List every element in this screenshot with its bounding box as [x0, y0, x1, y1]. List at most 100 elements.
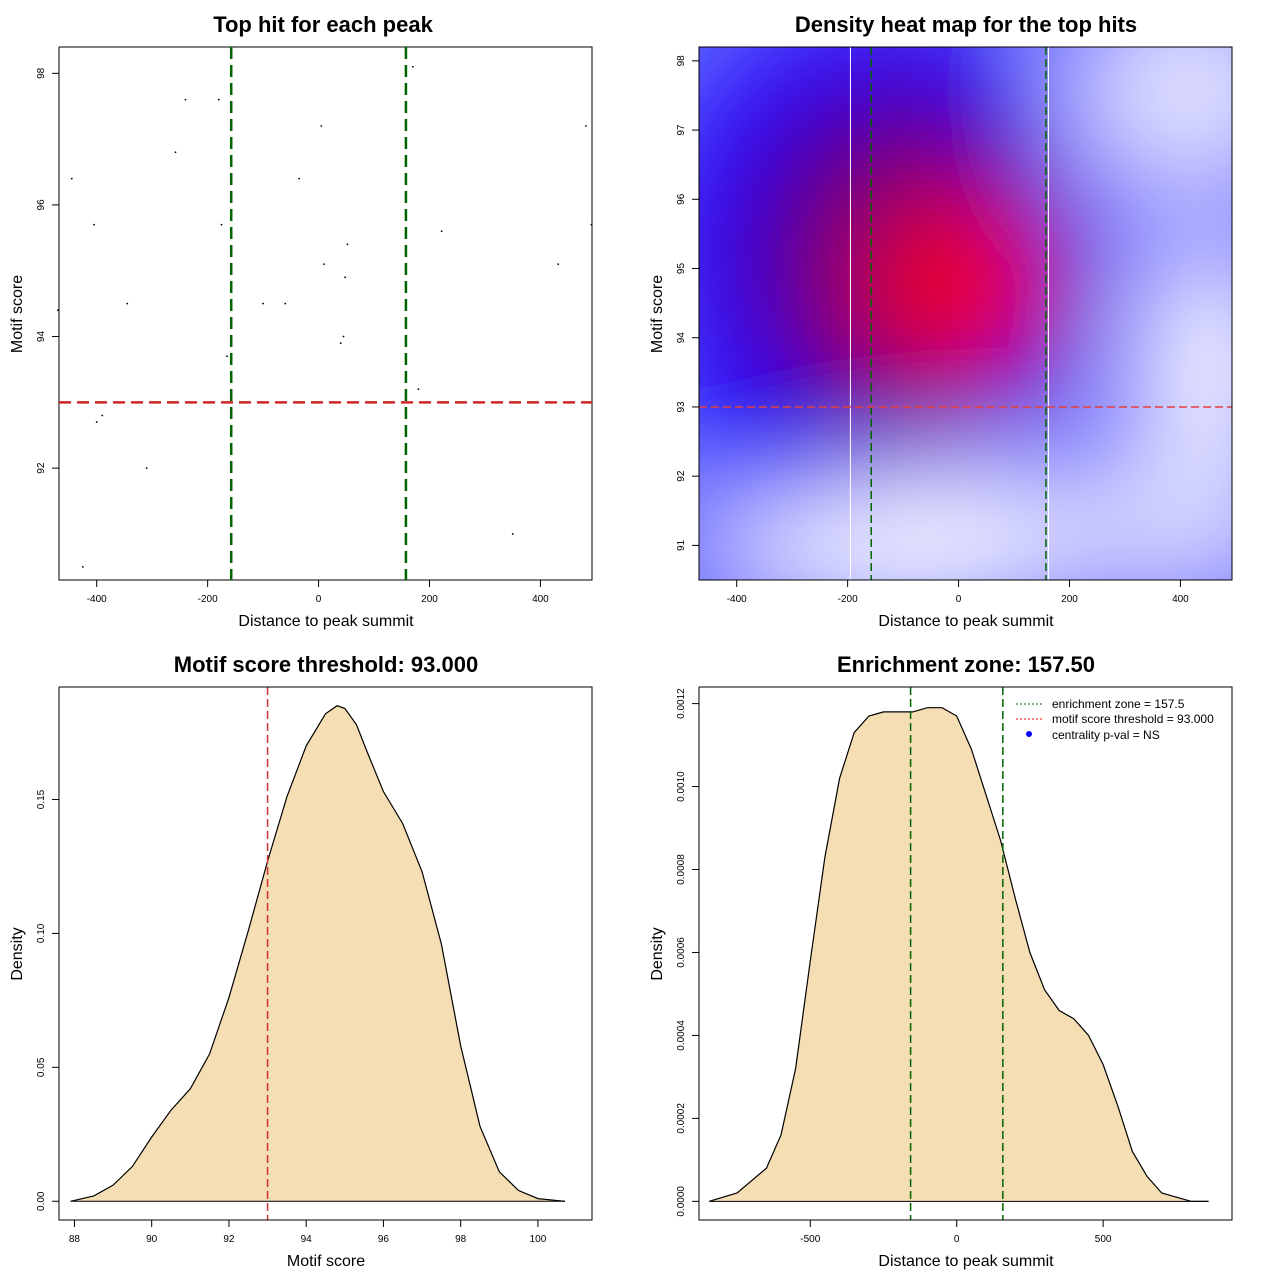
- scatter-x-tick-label: 0: [316, 594, 322, 605]
- heatmap-x-tick-label: 0: [956, 594, 962, 605]
- scatter-y-tick-label: 94: [36, 331, 47, 343]
- scatter-point: [93, 223, 95, 226]
- heatmap-y-tick-label: 91: [676, 539, 687, 551]
- score-density-x-tick-label: 88: [69, 1234, 81, 1245]
- scatter-point: [440, 230, 443, 233]
- scatter-point: [70, 177, 73, 180]
- scatter-point: [101, 414, 104, 417]
- scatter-y-tick-label: 98: [36, 67, 47, 79]
- score-density-curve: [70, 705, 566, 1202]
- scatter-point: [220, 223, 223, 226]
- heatmap-surface: [699, 47, 1232, 580]
- score-density-y-tick-label: 0.05: [36, 1057, 47, 1077]
- heat-blob-lower-right: [1060, 440, 1232, 580]
- score-density-x-tick-label: 96: [378, 1234, 390, 1245]
- legend-centrality-label: centrality p-val = NS: [1052, 728, 1160, 742]
- distance-density-y-tick-label: 0.0006: [676, 937, 687, 968]
- legend-enrichment-label: enrichment zone = 157.5: [1052, 697, 1185, 711]
- distance-density-y-tick-label: 0.0004: [676, 1020, 687, 1051]
- score-density-x-tick-label: 94: [301, 1234, 313, 1245]
- scatter-point: [590, 223, 593, 226]
- scatter-y-tick-label: 96: [36, 199, 47, 211]
- scatter-title: Top hit for each peak: [213, 12, 433, 37]
- scatter-x-tick-label: -400: [87, 594, 107, 605]
- score-density-y-label: Density: [9, 927, 26, 980]
- scatter-point: [339, 342, 342, 345]
- scatter-point: [184, 98, 187, 101]
- distance-density-x-label: Distance to peak summit: [878, 1253, 1054, 1270]
- scatter-point: [323, 263, 326, 266]
- score-density-title: Motif score threshold: 93.000: [174, 652, 478, 677]
- scatter-point: [298, 177, 301, 180]
- heatmap-x-tick-label: -400: [727, 594, 747, 605]
- scatter-plot-frame: [58, 46, 593, 581]
- score-density-area: [70, 705, 565, 1202]
- scatter-y-tick-label: 92: [36, 462, 47, 474]
- distance-density-curve: [709, 707, 1209, 1202]
- heatmap-y-label: Motif score: [649, 275, 666, 353]
- heatmap-y-tick-label: 96: [676, 193, 687, 205]
- scatter-x-label: Distance to peak summit: [238, 613, 414, 630]
- scatter-x-tick-label: 400: [532, 594, 549, 605]
- distance-density-x-tick-label: -500: [800, 1234, 820, 1245]
- score-density-y-tick-label: 0.10: [36, 923, 47, 943]
- scatter-point: [226, 355, 228, 358]
- scatter-panel: Top hit for each peak -400 -200 0 200 400 92 9…: [9, 12, 593, 630]
- distance-density-y-tick-label: 0.0012: [676, 688, 687, 719]
- scatter-point: [557, 263, 560, 266]
- scatter-point: [417, 388, 420, 391]
- score-density-x-tick-label: 98: [455, 1234, 467, 1245]
- scatter-point: [342, 335, 345, 338]
- distance-density-y-tick-label: 0.0010: [676, 771, 687, 802]
- heatmap-title: Density heat map for the top hits: [795, 12, 1137, 37]
- score-density-y-tick-label: 0.15: [36, 789, 47, 809]
- score-density-x-tick-label: 100: [530, 1234, 547, 1245]
- heatmap-y-tick-label: 98: [676, 55, 687, 67]
- heatmap-density-blobs: [699, 47, 1232, 580]
- score-density-x-tick-label: 90: [146, 1234, 158, 1245]
- heat-blob-upper-right: [1070, 47, 1232, 200]
- scatter-point: [346, 243, 349, 246]
- legend: enrichment zone = 157.5 motif score thre…: [1016, 697, 1214, 742]
- distance-density-panel: Enrichment zone: 157.50 -500 0 500 0.0000 0.…: [649, 652, 1233, 1270]
- scatter-point: [126, 302, 129, 305]
- scatter-point: [262, 302, 265, 305]
- heatmap-x-tick-label: 400: [1172, 594, 1189, 605]
- distance-density-area: [709, 707, 1209, 1202]
- scatter-y-label: Motif score: [9, 275, 26, 353]
- scatter-point: [284, 302, 287, 305]
- heat-blob-right-light: [1140, 240, 1232, 480]
- scatter-x-tick-label: 200: [421, 594, 438, 605]
- scatter-point: [217, 98, 220, 101]
- score-density-x-tick-label: 92: [223, 1234, 235, 1245]
- legend-swatch-centrality: [1026, 731, 1032, 737]
- heatmap-y-tick-label: 97: [676, 124, 687, 136]
- heatmap-y-tick-label: 92: [676, 470, 687, 482]
- score-density-y-tick-label: 0.00: [36, 1191, 47, 1211]
- distance-density-y-tick-label: 0.0000: [676, 1186, 687, 1217]
- heatmap-y-tick-label: 95: [676, 263, 687, 275]
- heatmap-x-label: Distance to peak summit: [878, 613, 1054, 630]
- distance-density-y-tick-label: 0.0002: [676, 1103, 687, 1134]
- heatmap-x-tick-label: 200: [1061, 594, 1078, 605]
- scatter-point: [95, 421, 98, 423]
- scatter-point: [411, 65, 414, 68]
- scatter-point: [81, 565, 84, 568]
- distance-density-x-tick-label: 500: [1095, 1234, 1112, 1245]
- heatmap-y-tick-label: 93: [676, 401, 687, 413]
- heatmap-x-tick-label: -200: [838, 594, 858, 605]
- heat-blob-red-core: [890, 220, 1030, 350]
- scatter-point: [511, 533, 514, 535]
- distance-density-x-tick-label: 0: [954, 1234, 960, 1245]
- scatter-point: [584, 125, 587, 127]
- scatter-x-tick-label: -200: [198, 594, 218, 605]
- heatmap-panel: Density heat map for the top hits -400 -2…: [649, 12, 1233, 630]
- legend-threshold-label: motif score threshold = 93.000: [1052, 712, 1214, 726]
- score-density-plot-frame: [58, 686, 593, 1221]
- distance-density-title: Enrichment zone: 157.50: [837, 652, 1095, 677]
- distance-density-y-label: Density: [649, 927, 666, 980]
- distance-density-plot-frame: [698, 686, 1233, 1221]
- score-density-x-label: Motif score: [287, 1253, 365, 1270]
- scatter-point: [56, 309, 59, 312]
